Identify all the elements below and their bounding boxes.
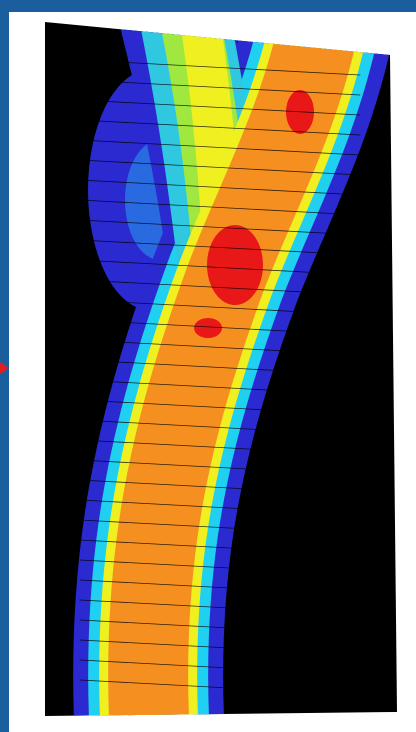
hot-spot-1 (207, 225, 263, 305)
frame-top (0, 0, 416, 12)
hot-spot-3 (194, 318, 222, 338)
screenshot (0, 0, 416, 732)
page (0, 0, 416, 732)
